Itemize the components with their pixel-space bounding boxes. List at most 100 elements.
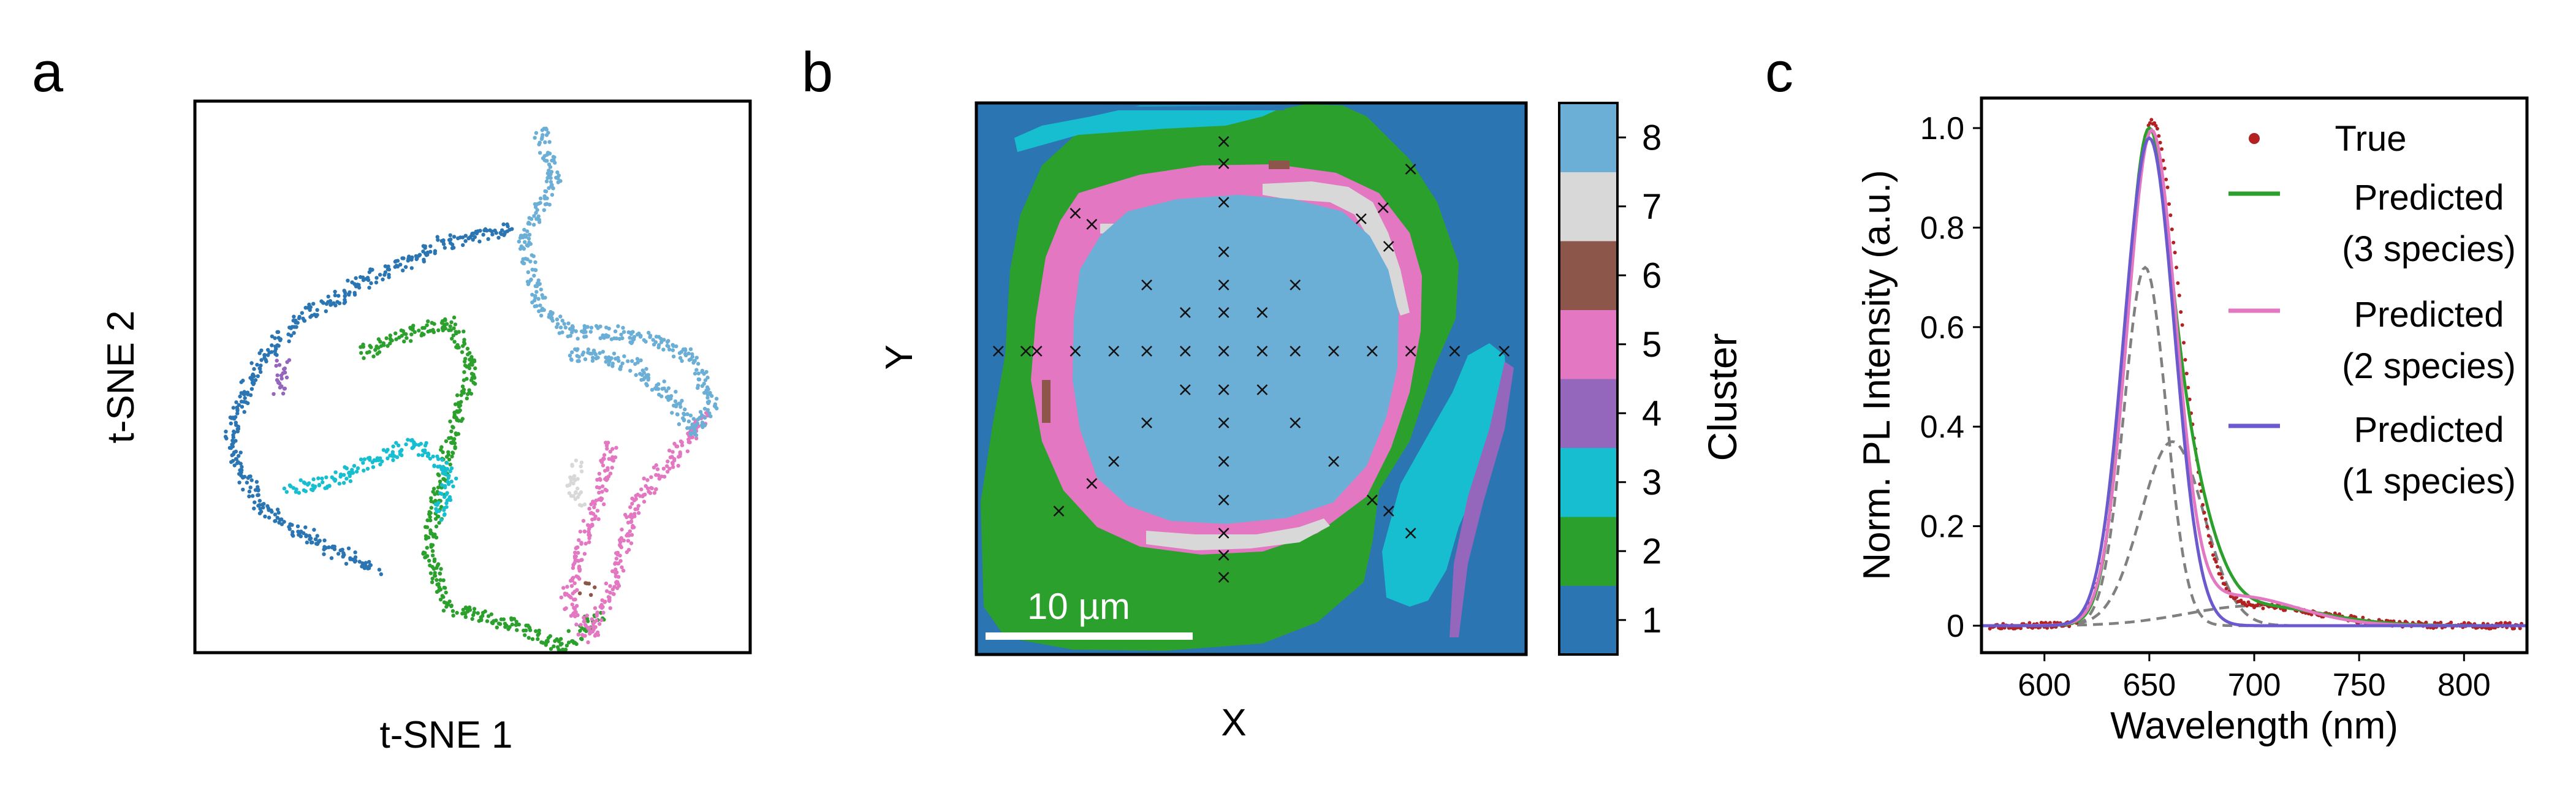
tsne-point	[430, 543, 435, 547]
true-point	[2167, 202, 2171, 206]
tsne-point	[678, 355, 683, 360]
tsne-point	[701, 425, 705, 430]
tsne-point	[240, 404, 245, 409]
tsne-point	[387, 273, 391, 277]
tsne-point	[463, 239, 468, 243]
tsne-point	[665, 464, 669, 468]
tsne-point	[533, 202, 538, 207]
legend-label: Predicted	[2354, 295, 2504, 335]
tsne-point	[324, 475, 329, 480]
tsne-point	[586, 523, 590, 527]
sample-marker	[1218, 307, 1229, 318]
tsne-point	[344, 561, 349, 566]
tsne-point	[688, 347, 693, 351]
tsne-point	[532, 214, 536, 218]
tsne-point	[486, 237, 490, 241]
true-point	[2165, 185, 2170, 189]
tsne-point	[620, 527, 624, 532]
tsne-point	[446, 602, 450, 607]
tsne-point	[282, 367, 286, 371]
tsne-point	[238, 461, 243, 466]
true-point	[2157, 134, 2161, 138]
tsne-point	[601, 610, 606, 615]
tsne-point	[494, 618, 498, 623]
tsne-point	[495, 625, 499, 629]
true-point	[2512, 626, 2517, 631]
tsne-point	[416, 453, 421, 457]
cluster-region-1-top-strip	[993, 105, 1287, 126]
tsne-point	[654, 472, 658, 477]
tsne-point	[423, 443, 428, 448]
tsne-point	[438, 587, 443, 592]
tsne-point	[289, 326, 293, 330]
tsne-point	[338, 474, 343, 479]
tsne-point	[256, 493, 260, 497]
tsne-point	[614, 567, 618, 572]
tsne-point	[442, 513, 447, 517]
tsne-point	[360, 564, 365, 569]
true-point	[2220, 575, 2224, 580]
tsne-point	[558, 637, 563, 641]
tsne-point	[436, 457, 441, 461]
tsne-point	[536, 633, 540, 637]
tsne-point	[659, 340, 664, 344]
tsne-point	[270, 334, 275, 339]
tsne-point	[321, 301, 325, 305]
tsne-point	[368, 458, 372, 462]
tsne-point	[250, 381, 255, 385]
true-point	[2239, 598, 2243, 602]
tsne-point	[614, 556, 619, 561]
tsne-point	[662, 338, 666, 342]
tsne-point	[336, 552, 341, 556]
tsne-point	[459, 393, 463, 397]
tsne-point	[567, 594, 571, 598]
tsne-point	[274, 363, 278, 368]
tsne-point	[592, 505, 596, 509]
tsne-point	[597, 485, 602, 490]
tsne-point	[317, 482, 322, 487]
tsne-point	[683, 347, 688, 351]
tsne-point	[604, 355, 608, 360]
tsne-point	[715, 406, 719, 411]
tsne-point	[247, 494, 251, 499]
tsne-point	[698, 410, 703, 414]
tsne-point	[443, 326, 447, 331]
tsne-point	[428, 571, 433, 575]
tsne-point	[610, 362, 615, 366]
tsne-point	[523, 633, 527, 637]
true-point	[2213, 557, 2217, 561]
tsne-point	[607, 599, 612, 603]
tsne-point	[419, 442, 423, 446]
legend-sublabel: (1 species)	[2342, 461, 2516, 501]
tsne-cluster-2	[359, 315, 606, 653]
tsne-point	[606, 595, 611, 599]
tsne-point	[470, 376, 474, 380]
tsne-point	[655, 467, 660, 471]
tsne-point	[560, 330, 564, 335]
tsne-point	[430, 548, 435, 553]
tsne-point	[315, 308, 319, 312]
tsne-point	[380, 459, 384, 463]
tsne-point	[563, 647, 568, 652]
tsne-point	[282, 520, 286, 524]
tsne-point	[540, 128, 544, 132]
true-point	[2158, 140, 2162, 145]
true-point	[2148, 121, 2152, 125]
tsne-point	[394, 441, 398, 445]
tsne-point	[430, 576, 435, 581]
tsne-point	[302, 480, 306, 485]
tsne-point	[425, 252, 430, 257]
tsne-point	[234, 420, 238, 425]
tsne-point	[350, 280, 354, 284]
tsne-point	[283, 370, 287, 375]
colorbar-tick-label: 4	[1642, 393, 1662, 433]
sample-marker	[1366, 495, 1378, 506]
tsne-point	[455, 393, 460, 398]
tsne-point	[574, 622, 579, 627]
tsne-point	[425, 323, 429, 327]
tsne-point	[659, 336, 663, 341]
tsne-point	[237, 453, 241, 458]
tsne-point	[618, 367, 623, 371]
sample-marker	[1218, 136, 1229, 147]
tsne-point	[696, 362, 701, 366]
